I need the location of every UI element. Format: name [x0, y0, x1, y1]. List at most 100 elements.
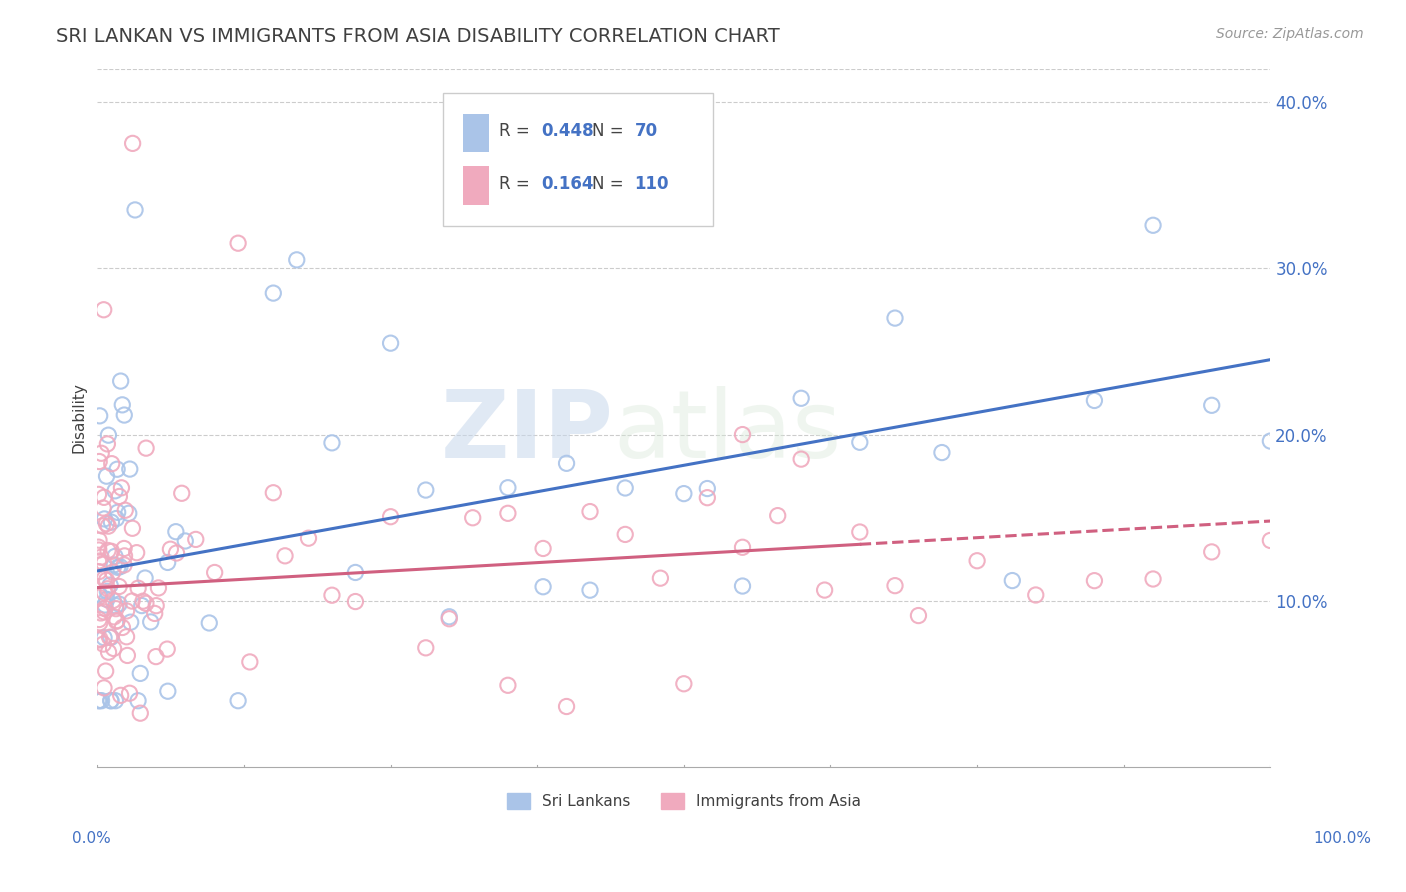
Point: [94, 598, 117, 612]
Point: [121, 594, 143, 608]
Point: [90, 550, 112, 565]
Point: [931, 445, 953, 459]
Point: [105, 615, 128, 629]
FancyBboxPatch shape: [464, 114, 489, 153]
Point: [87, 694, 110, 708]
Point: [262, 485, 284, 500]
Point: [731, 427, 754, 442]
Point: [93, 631, 115, 645]
Point: [90, 694, 112, 708]
Point: [156, 556, 179, 570]
Point: [672, 677, 695, 691]
Point: [97, 428, 120, 442]
Point: [87, 487, 110, 501]
Point: [90, 606, 112, 620]
Point: [884, 311, 907, 326]
Point: [105, 614, 128, 628]
Point: [321, 588, 343, 602]
Text: SRI LANKAN VS IMMIGRANTS FROM ASIA DISABILITY CORRELATION CHART: SRI LANKAN VS IMMIGRANTS FROM ASIA DISAB…: [56, 27, 780, 45]
Point: [127, 581, 149, 595]
Point: [555, 699, 578, 714]
Point: [297, 531, 319, 545]
Point: [415, 640, 437, 655]
Point: [94, 601, 117, 615]
Point: [98, 630, 121, 644]
Point: [344, 566, 367, 580]
Point: [415, 483, 437, 497]
Point: [1142, 219, 1164, 233]
Point: [1260, 434, 1282, 448]
Point: [101, 593, 124, 607]
Point: [96, 584, 118, 599]
Point: [93, 637, 115, 651]
FancyBboxPatch shape: [464, 166, 489, 205]
Point: [849, 524, 872, 539]
Point: [907, 608, 929, 623]
Point: [696, 482, 718, 496]
Point: [731, 541, 754, 555]
Point: [87, 554, 110, 568]
Point: [104, 601, 127, 615]
Point: [285, 252, 308, 267]
Text: 0.0%: 0.0%: [72, 831, 111, 846]
Point: [118, 686, 141, 700]
Point: [614, 481, 637, 495]
Point: [125, 546, 148, 560]
Text: N =: N =: [592, 175, 630, 193]
Point: [344, 594, 367, 608]
Point: [1201, 545, 1223, 559]
Point: [672, 486, 695, 500]
Point: [127, 694, 149, 708]
Point: [105, 462, 128, 476]
Point: [107, 505, 129, 519]
FancyBboxPatch shape: [443, 93, 713, 226]
Point: [89, 409, 111, 423]
Point: [100, 694, 122, 708]
Point: [110, 481, 132, 495]
Point: [129, 666, 152, 681]
Point: [1083, 393, 1105, 408]
Point: [274, 549, 297, 563]
Point: [96, 592, 118, 607]
Point: [117, 648, 139, 663]
Point: [90, 446, 112, 460]
Point: [104, 549, 127, 564]
Text: 70: 70: [634, 122, 658, 140]
Point: [100, 457, 122, 471]
Point: [461, 510, 484, 524]
Text: 100.0%: 100.0%: [1313, 831, 1372, 846]
Point: [380, 509, 402, 524]
Point: [1025, 588, 1047, 602]
Point: [115, 604, 138, 618]
Point: [531, 580, 554, 594]
Point: [93, 681, 115, 695]
Point: [1142, 572, 1164, 586]
Point: [103, 558, 125, 572]
Point: [108, 490, 131, 504]
Point: [107, 560, 129, 574]
Text: Source: ZipAtlas.com: Source: ZipAtlas.com: [1216, 27, 1364, 41]
Point: [380, 336, 402, 351]
Point: [439, 609, 461, 624]
Point: [91, 501, 114, 516]
Point: [1083, 574, 1105, 588]
Point: [93, 491, 115, 505]
Point: [97, 519, 120, 533]
Point: [204, 566, 226, 580]
Point: [112, 558, 135, 572]
Point: [101, 566, 124, 580]
Legend: Sri Lankans, Immigrants from Asia: Sri Lankans, Immigrants from Asia: [501, 788, 868, 815]
Point: [135, 441, 157, 455]
Point: [111, 620, 134, 634]
Point: [321, 435, 343, 450]
Point: [579, 505, 602, 519]
Point: [170, 486, 193, 500]
Point: [198, 615, 221, 630]
Point: [93, 556, 115, 570]
Point: [89, 587, 111, 601]
Point: [148, 581, 170, 595]
Point: [696, 491, 718, 505]
Point: [174, 533, 197, 548]
Point: [112, 408, 135, 422]
Point: [134, 571, 156, 585]
